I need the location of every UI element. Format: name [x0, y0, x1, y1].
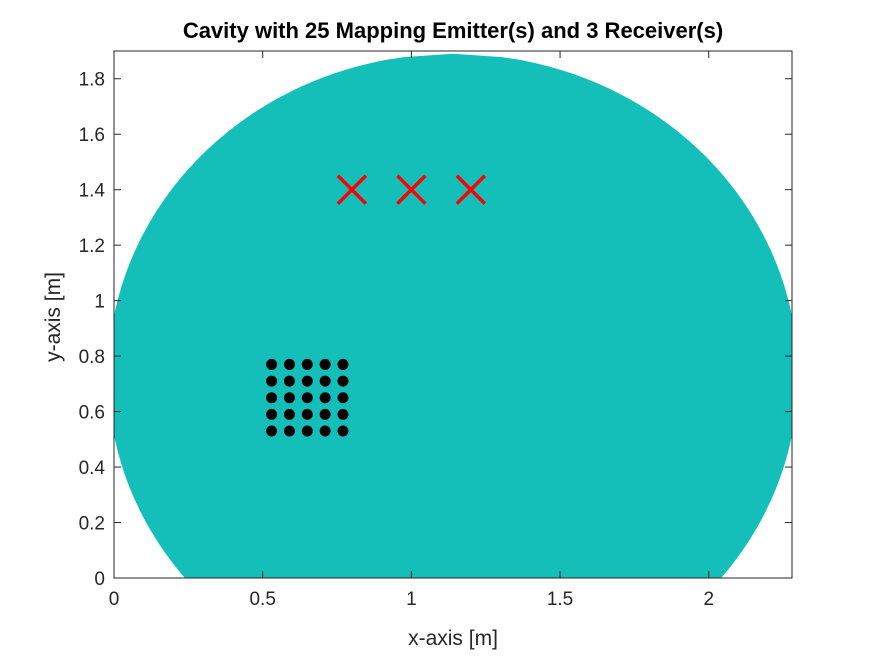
- emitter-markers: [266, 358, 349, 437]
- emitter-dot: [301, 358, 313, 370]
- chart-title: Cavity with 25 Mapping Emitter(s) and 3 …: [183, 18, 723, 43]
- y-axis-ticks: 0 0.2 0.4 0.6 0.8 1 1.2 1.4 1.6 1.8: [79, 70, 792, 590]
- y-tick-label: 1: [94, 292, 105, 313]
- y-axis-label: y-axis [m]: [42, 272, 65, 362]
- emitter-dot: [283, 392, 295, 404]
- emitter-dot: [319, 358, 331, 370]
- axes-box: [113, 50, 793, 579]
- emitter-dot: [337, 425, 349, 437]
- y-tick-label: 0.2: [79, 514, 105, 535]
- emitter-dot: [283, 358, 295, 370]
- emitter-dot: [301, 425, 313, 437]
- y-tick-label: 1.2: [79, 236, 105, 257]
- emitter-dot: [337, 375, 349, 387]
- emitter-dot: [283, 425, 295, 437]
- emitter-dot: [301, 408, 313, 420]
- y-tick-label: 1.6: [79, 125, 105, 146]
- emitter-dot: [319, 408, 331, 420]
- emitter-dot: [266, 408, 278, 420]
- emitter-dot: [266, 425, 278, 437]
- emitter-dot: [337, 408, 349, 420]
- emitter-dot: [319, 375, 331, 387]
- y-tick-label: 0.4: [79, 458, 106, 479]
- plot-area: 0 0.5 1 1.5 2 0 0.2 0.4 0.6 0.8 1 1.2 1.4 1.6 1.8: [79, 50, 793, 610]
- emitter-dot: [283, 408, 295, 420]
- x-tick-label: 0: [109, 589, 120, 610]
- receiver-cross: [455, 174, 487, 205]
- emitter-dot: [301, 392, 313, 404]
- x-tick-label: 1: [406, 589, 417, 610]
- receiver-cross: [336, 174, 368, 205]
- x-tick-label: 2: [703, 589, 714, 610]
- cavity-region: [114, 53, 792, 579]
- x-tick-label: 1.5: [547, 589, 573, 610]
- y-tick-label: 0.8: [79, 347, 105, 368]
- emitter-dot: [283, 375, 295, 387]
- emitter-dot: [337, 358, 349, 370]
- receiver-cross: [396, 174, 427, 205]
- emitter-dot: [266, 358, 278, 370]
- emitter-dot: [319, 392, 331, 404]
- y-tick-label: 0: [94, 569, 105, 590]
- x-axis-ticks: 0 0.5 1 1.5 2: [109, 51, 714, 610]
- emitter-dot: [319, 425, 331, 437]
- y-tick-label: 0.6: [79, 403, 105, 424]
- x-tick-label: 0.5: [249, 589, 275, 610]
- receiver-markers: [336, 174, 487, 205]
- emitter-dot: [266, 392, 278, 404]
- emitter-dot: [337, 392, 349, 404]
- x-axis-label: x-axis [m]: [408, 627, 498, 650]
- emitter-dot: [301, 375, 313, 387]
- y-tick-label: 1.4: [79, 181, 106, 202]
- y-tick-label: 1.8: [79, 70, 105, 91]
- emitter-dot: [266, 375, 278, 387]
